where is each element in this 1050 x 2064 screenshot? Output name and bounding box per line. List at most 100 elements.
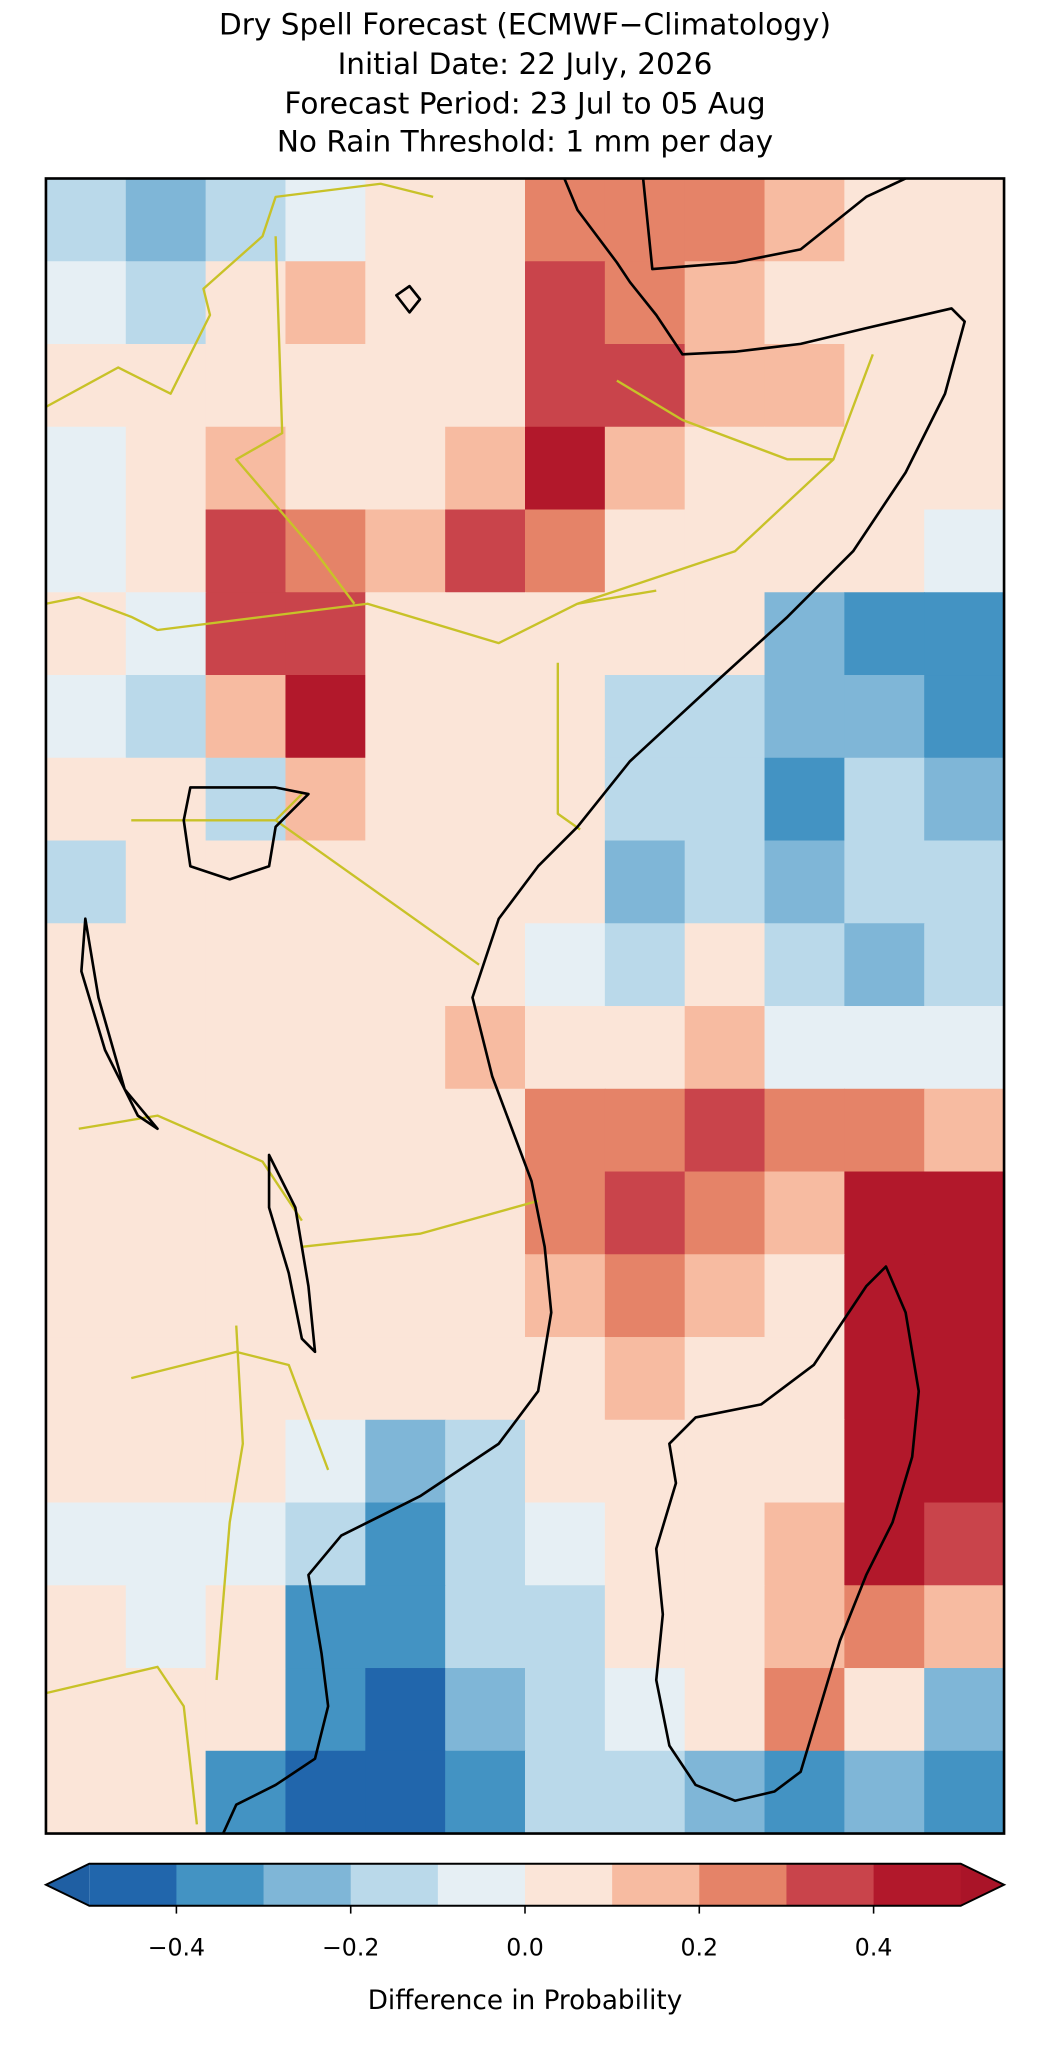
grid-cell <box>445 1502 526 1586</box>
grid-cell <box>125 344 207 428</box>
grid-cell <box>764 923 846 1007</box>
grid-cell <box>924 1585 1005 1669</box>
grid-cell <box>445 509 526 593</box>
grid-cell <box>924 840 1005 924</box>
grid-cell <box>525 592 606 676</box>
grid-cell <box>924 1088 1005 1173</box>
grid-cell <box>844 261 925 345</box>
chart-title: Dry Spell Forecast (ECMWF−Climatology) <box>219 8 831 42</box>
colorbar: −0.4 −0.2 0.0 0.2 0.4 <box>43 1862 1007 1962</box>
grid-cell <box>525 757 606 842</box>
chart-subtitle: No Rain Threshold: 1 mm per day <box>277 125 773 159</box>
grid-cell <box>445 1337 526 1421</box>
grid-cell <box>205 1668 287 1752</box>
grid-cell <box>285 426 366 511</box>
border <box>235 236 356 605</box>
grid-cell <box>125 426 207 511</box>
grid-cell <box>924 261 1005 345</box>
border <box>78 1114 303 1222</box>
grid-cell <box>45 1006 127 1090</box>
grid-cell <box>445 1254 526 1338</box>
grid-cell <box>924 1337 1005 1421</box>
grid-cell <box>285 344 366 428</box>
grid-cell <box>365 1171 446 1255</box>
grid-cell <box>125 1585 207 1669</box>
grid-cell <box>285 1088 366 1173</box>
grid-cell <box>924 509 1005 593</box>
grid-cell <box>684 1337 766 1421</box>
grid-cell <box>365 1088 446 1173</box>
grid-cell <box>125 1171 207 1255</box>
grid-cell <box>764 1254 846 1338</box>
map-grid <box>45 178 1005 1835</box>
grid-cell <box>365 1750 446 1835</box>
lake <box>80 917 159 1131</box>
grid-cell <box>125 261 207 345</box>
grid-cell <box>365 592 446 676</box>
colorbar-bin <box>525 1863 613 1906</box>
lake <box>267 1153 317 1354</box>
grid-cell <box>684 1419 766 1504</box>
border <box>616 379 834 461</box>
grid-cell <box>205 344 287 428</box>
grid-cell <box>844 178 925 262</box>
colorbar-label: Difference in Probability <box>368 1986 683 2016</box>
grid-cell <box>285 261 366 345</box>
grid-cell <box>205 1254 287 1338</box>
grid-cell <box>45 509 127 593</box>
grid-cell <box>924 757 1005 842</box>
grid-cell <box>205 509 287 593</box>
border <box>301 1199 539 1249</box>
border <box>274 819 480 966</box>
border <box>45 182 434 408</box>
grid-cell <box>525 1337 606 1421</box>
grid-cell <box>764 1337 846 1421</box>
grid-cell <box>604 923 686 1007</box>
grid-cell <box>525 426 606 511</box>
grid-cell <box>45 1419 127 1504</box>
grid-cell <box>604 1502 686 1586</box>
grid-cell <box>604 1006 686 1090</box>
grid-cell <box>604 1171 686 1255</box>
grid-cell <box>924 1419 1005 1504</box>
grid-cell <box>684 1585 766 1669</box>
grid-cell <box>525 344 606 428</box>
colorbar-bin <box>786 1863 874 1906</box>
grid-cell <box>445 1419 526 1504</box>
grid-cell <box>684 509 766 593</box>
grid-cell <box>45 1337 127 1421</box>
grid-cell <box>45 1254 127 1338</box>
grid-cell <box>684 1502 766 1586</box>
grid-cell <box>205 426 287 511</box>
grid-cell <box>764 1088 846 1173</box>
grid-cell <box>764 840 846 924</box>
grid-cell <box>604 1750 686 1835</box>
grid-cell <box>604 840 686 924</box>
grid-cell <box>445 1750 526 1835</box>
grid-cell <box>764 1750 846 1835</box>
colorbar-outline <box>43 1862 1007 1907</box>
colorbar-tick-label: 0.4 <box>855 1934 893 1962</box>
grid-cell <box>45 923 127 1007</box>
colorbar-bin <box>612 1863 700 1906</box>
grid-cell <box>125 675 207 759</box>
grid-cell <box>924 426 1005 511</box>
border <box>130 1350 330 1471</box>
grid-cell <box>365 1585 446 1669</box>
grid-cell <box>684 426 766 511</box>
grid-cell <box>285 178 366 262</box>
grid-cell <box>604 592 686 676</box>
grid-cell <box>205 1171 287 1255</box>
grid-cell <box>684 923 766 1007</box>
grid-cell <box>125 178 207 262</box>
grid-cell <box>285 840 366 924</box>
grid-cell <box>604 1585 686 1669</box>
grid-cell <box>45 1668 127 1752</box>
grid-cell <box>45 675 127 759</box>
coastline <box>221 177 966 1835</box>
grid-cell <box>844 840 925 924</box>
grid-cell <box>924 178 1005 262</box>
border <box>45 595 263 632</box>
colorbar-tick-label: −0.2 <box>322 1934 379 1962</box>
grid-cell <box>525 1502 606 1586</box>
